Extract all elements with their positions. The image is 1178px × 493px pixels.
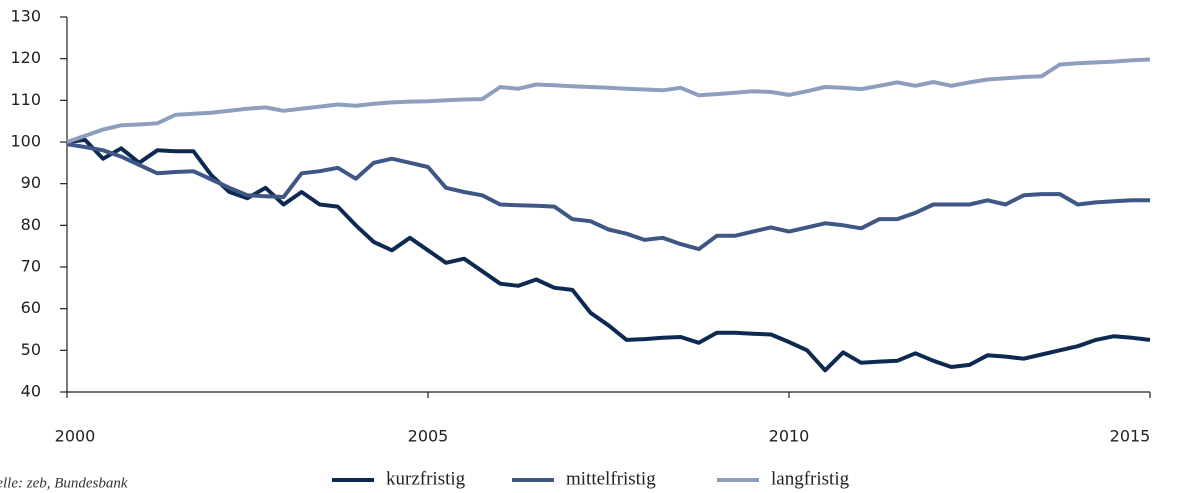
y-tick-label: 90 [21, 173, 41, 192]
y-tick-label: 80 [21, 215, 41, 234]
legend-label: kurzfristig [386, 468, 466, 489]
series-line [66, 57, 1151, 144]
series-line [66, 142, 1150, 252]
y-tick-label: 100 [10, 132, 41, 151]
y-tick-label: 130 [10, 7, 41, 26]
y-tick-label: 110 [10, 90, 41, 109]
source-note: Quelle: zeb, Bundesbank [0, 475, 128, 491]
x-tick-label: 2010 [769, 427, 810, 446]
series-line [66, 137, 1151, 373]
x-tick-label: 2015 [1110, 427, 1151, 446]
y-tick-label: 70 [21, 257, 41, 276]
legend-label: langfristig [771, 468, 850, 489]
y-tick-label: 50 [21, 340, 41, 359]
legend-label: mittelfristig [566, 468, 656, 489]
y-tick-label: 120 [10, 48, 41, 67]
x-tick-label: 2000 [55, 427, 96, 446]
x-tick-label: 2005 [408, 427, 449, 446]
y-tick-label: 40 [21, 382, 41, 401]
y-tick-label: 60 [21, 298, 41, 317]
